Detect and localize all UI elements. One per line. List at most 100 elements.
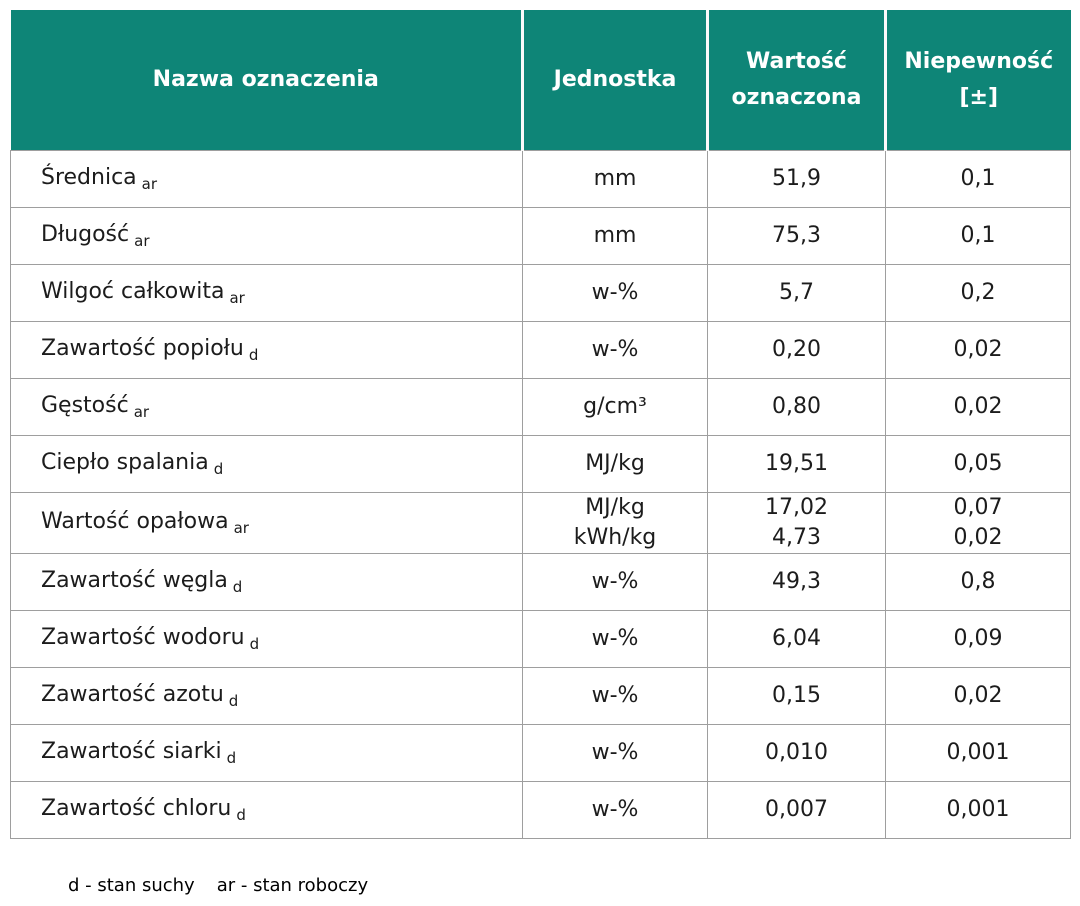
header-row: Nazwa oznaczenia Jednostka Wartość oznac…: [10, 10, 1071, 151]
column-header-label: Wartość: [746, 48, 847, 74]
state-subscript: d: [213, 460, 224, 478]
footnote-ar: ar - stan roboczy: [216, 875, 369, 896]
cell-parameter-name: Zawartość azotu d: [10, 666, 523, 725]
parameter-name-text: Średnica: [41, 165, 137, 190]
cell-value: 49,3: [707, 552, 886, 611]
cell-uncertainty: 0,2: [885, 263, 1071, 322]
parameter-name-text: Zawartość siarki: [41, 739, 222, 764]
state-subscript: ar: [134, 232, 150, 250]
cell-value: 0,20: [707, 320, 886, 379]
footnote: d - stan suchy ar - stan roboczy: [68, 875, 368, 896]
cell-value-line: 51,9: [772, 165, 821, 191]
cell-value-line: 5,7: [779, 279, 814, 305]
cell-uncertainty-line: 0,001: [946, 739, 1010, 765]
cell-value: 0,15: [707, 666, 886, 725]
table-row: Zawartość azotu d w-% 0,15 0,02: [10, 666, 1071, 725]
cell-value-line: 0,007: [765, 796, 828, 822]
cell-value-line: 19,51: [765, 450, 828, 476]
cell-uncertainty-line: 0,02: [953, 682, 1003, 708]
table-row: Zawartość popiołu d w-% 0,20 0,02: [10, 320, 1071, 379]
table-row: Wilgoć całkowita ar w-% 5,7 0,2: [10, 263, 1071, 322]
parameter-name-text: Zawartość węgla: [41, 568, 228, 593]
column-header-label-line2: [±]: [959, 84, 999, 110]
cell-unit-line: g/cm³: [583, 393, 647, 419]
cell-value-line: 75,3: [772, 222, 821, 248]
cell-value-line: 6,04: [772, 625, 821, 651]
cell-unit-line: mm: [593, 165, 637, 191]
cell-value: 0,010: [707, 723, 886, 782]
table-row: Gęstość ar g/cm³ 0,80 0,02: [10, 377, 1071, 436]
cell-uncertainty: 0,02: [885, 666, 1071, 725]
cell-uncertainty-line: 0,02: [953, 393, 1003, 419]
column-header-label-line2: oznaczona: [731, 84, 862, 110]
parameter-name-text: Zawartość wodoru: [41, 625, 245, 650]
cell-uncertainty-line: 0,8: [960, 568, 996, 594]
cell-unit-line: w-%: [591, 568, 639, 594]
cell-parameter-name: Zawartość popiołu d: [10, 320, 523, 379]
cell-value-line: 0,010: [765, 739, 828, 765]
state-subscript: ar: [233, 519, 249, 537]
column-header-label: Nazwa oznaczenia: [152, 66, 379, 92]
cell-uncertainty: 0,1: [885, 149, 1071, 208]
cell-uncertainty: 0,8: [885, 552, 1071, 611]
cell-parameter-name: Zawartość węgla d: [10, 552, 523, 611]
cell-value-line: 17,02: [765, 494, 828, 520]
cell-value: 0,80: [707, 377, 886, 436]
parameter-name-text: Wilgoć całkowita: [41, 279, 225, 304]
cell-unit: w-%: [522, 320, 708, 379]
column-header-label: Jednostka: [553, 66, 677, 92]
cell-parameter-name: Gęstość ar: [10, 377, 523, 436]
cell-parameter-name: Ciepło spalania d: [10, 434, 523, 493]
cell-value-line: 49,3: [772, 568, 821, 594]
cell-unit: g/cm³: [522, 377, 708, 436]
table-row: Zawartość wodoru d w-% 6,04 0,09: [10, 609, 1071, 668]
cell-parameter-name: Zawartość wodoru d: [10, 609, 523, 668]
cell-value: 0,007: [707, 780, 886, 839]
column-header-jednostka: Jednostka: [521, 10, 708, 151]
parameter-name-text: Zawartość popiołu: [41, 336, 244, 361]
cell-unit: w-%: [522, 723, 708, 782]
cell-unit: mm: [522, 149, 708, 208]
column-header-label: Niepewność: [904, 48, 1054, 74]
cell-uncertainty: 0,02: [885, 377, 1071, 436]
state-subscript: d: [248, 346, 259, 364]
cell-value: 75,3: [707, 206, 886, 265]
cell-unit: w-%: [522, 780, 708, 839]
cell-unit-line: kWh/kg: [573, 524, 657, 550]
cell-uncertainty-line: 0,02: [953, 336, 1003, 362]
cell-unit-line: mm: [593, 222, 637, 248]
state-subscript: d: [226, 749, 237, 767]
parameter-name-text: Zawartość chloru: [41, 796, 232, 821]
cell-uncertainty: 0,09: [885, 609, 1071, 668]
cell-value-line: 0,15: [772, 682, 821, 708]
cell-unit-line: w-%: [591, 279, 639, 305]
cell-value: 19,51: [707, 434, 886, 493]
table-row: Długość ar mm 75,3 0,1: [10, 206, 1071, 265]
footnote-d: d - stan suchy: [68, 875, 195, 896]
state-subscript: ar: [229, 289, 245, 307]
cell-uncertainty-line: 0,02: [953, 524, 1003, 550]
cell-unit-line: MJ/kg: [585, 494, 645, 520]
cell-unit-line: w-%: [591, 796, 639, 822]
cell-unit-line: w-%: [591, 625, 639, 651]
cell-value-line: 0,80: [772, 393, 821, 419]
cell-uncertainty-line: 0,07: [953, 494, 1003, 520]
parameter-name-text: Ciepło spalania: [41, 450, 209, 475]
cell-uncertainty-line: 0,1: [960, 165, 996, 191]
cell-uncertainty-line: 0,001: [946, 796, 1010, 822]
cell-uncertainty: 0,02: [885, 320, 1071, 379]
cell-uncertainty: 0,07 0,02: [885, 491, 1071, 554]
cell-unit: w-%: [522, 263, 708, 322]
state-subscript: ar: [133, 403, 150, 421]
specification-table: Nazwa oznaczenia Jednostka Wartość oznac…: [10, 10, 1071, 839]
cell-unit-line: MJ/kg: [585, 450, 645, 476]
column-header-niepewnosc: Niepewność [±]: [884, 10, 1071, 151]
cell-uncertainty: 0,001: [885, 723, 1071, 782]
cell-value-line: 4,73: [772, 524, 821, 550]
cell-value-line: 0,20: [772, 336, 821, 362]
cell-unit: w-%: [522, 666, 708, 725]
cell-parameter-name: Wilgoć całkowita ar: [10, 263, 523, 322]
cell-unit-line: w-%: [591, 336, 639, 362]
cell-unit: w-%: [522, 609, 708, 668]
parameter-name-text: Zawartość azotu: [41, 682, 224, 707]
